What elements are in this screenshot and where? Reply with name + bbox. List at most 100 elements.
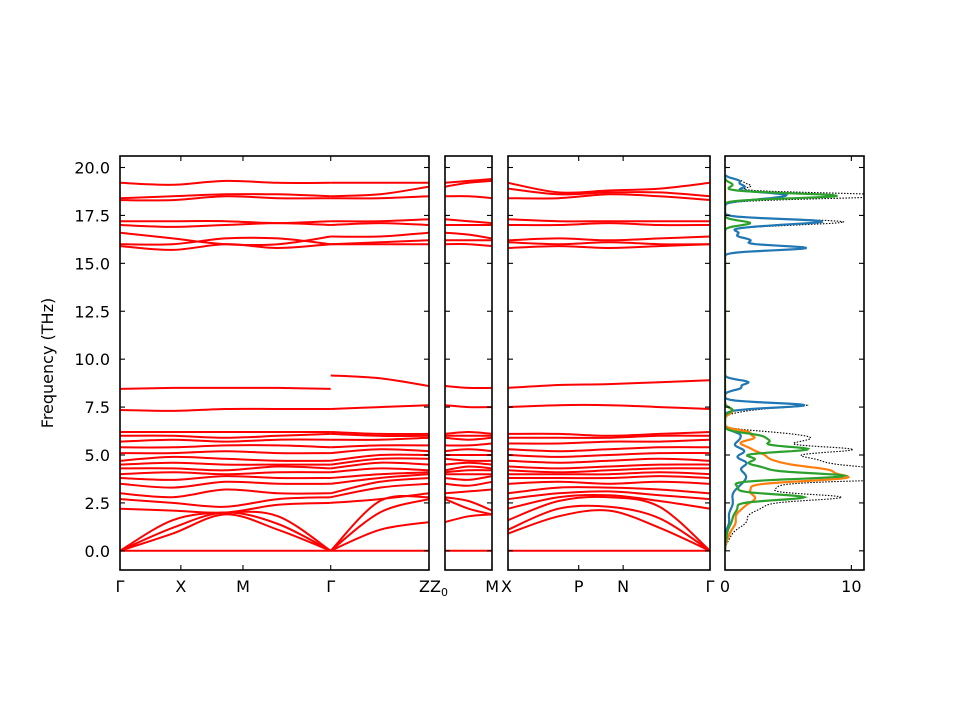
dos-x-tick-label: 10 [841, 577, 861, 596]
phonon-band [508, 243, 710, 249]
x-tick-label: Z0 [430, 577, 448, 599]
y-tick-label: 10.0 [74, 350, 110, 369]
phonon-band [330, 471, 429, 479]
phonon-band [508, 495, 710, 552]
x-tick-label: Γ [706, 577, 715, 596]
phonon-band [120, 461, 331, 466]
phonon-band [120, 195, 331, 202]
phonon-band [445, 218, 492, 225]
phonon-band [445, 469, 492, 474]
phonon-band [445, 442, 492, 447]
phonon-band [508, 446, 710, 453]
band-panel-2: Z0 M [430, 155, 499, 599]
phonon-band [445, 243, 492, 248]
y-tick-label: 0.0 [85, 542, 110, 561]
y-axis-label: Frequency (THz) [38, 298, 57, 428]
phonon-band [330, 432, 429, 437]
phonon-band [508, 379, 710, 389]
y-tick-label: 2.5 [85, 494, 110, 513]
phonon-band [508, 451, 710, 458]
phonon-band [120, 432, 331, 439]
phonon-band [330, 374, 429, 387]
phonon-band [330, 521, 429, 552]
band-panels: Γ X M Γ Z Z0 M X P N Γ [116, 155, 715, 599]
phonon-band [445, 465, 492, 472]
phonon-band [445, 436, 492, 441]
phonon-band [508, 235, 710, 242]
phonon-band [445, 179, 492, 188]
phonon-band [120, 438, 331, 443]
phonon-band [445, 404, 492, 409]
x-tick-label: M [236, 577, 250, 596]
phonon-band [445, 231, 492, 240]
phonon-band [508, 403, 710, 410]
x-tick-label: M [485, 577, 499, 596]
phonon-band [508, 480, 710, 485]
phonon-band [120, 231, 331, 246]
phonon-band [120, 501, 331, 514]
phonon-band [330, 431, 429, 436]
phonon-band [120, 488, 331, 499]
panel-frame [507, 155, 711, 571]
y-tick-label: 5.0 [85, 446, 110, 465]
phonon-band [329, 494, 429, 552]
phonon-band [330, 473, 429, 485]
phonon-band [330, 448, 429, 455]
phonon-band [508, 475, 710, 480]
x-tick-label: X [175, 577, 186, 596]
phonon-band [445, 488, 492, 495]
phonon-band [508, 490, 710, 501]
phonon-band [508, 509, 710, 552]
phonon-band [445, 178, 492, 184]
phonon-band [445, 385, 492, 390]
phonon-band [508, 467, 710, 474]
phonon-band [445, 475, 492, 481]
phonon-band [120, 193, 331, 200]
phonon-band [508, 187, 710, 198]
phonon-band [508, 434, 710, 439]
phonon-band [508, 486, 710, 495]
x-tick-label: X [501, 577, 512, 596]
partial-dos-curve-3 [725, 175, 849, 551]
phonon-band [508, 218, 710, 223]
phonon-band [508, 193, 710, 202]
phonon-band [330, 444, 429, 449]
phonon-band [330, 231, 429, 238]
phonon-band [508, 438, 710, 445]
phonon-band [508, 241, 710, 246]
phonon-band [330, 218, 429, 223]
phonon-band [120, 444, 331, 449]
phonon-band [120, 513, 332, 552]
phonon-band [445, 195, 492, 200]
phonon-band [330, 185, 429, 198]
phonon-band [120, 450, 331, 455]
phonon-band [120, 471, 331, 476]
phonon-band [445, 513, 492, 524]
phonon-band [445, 496, 492, 512]
phonon-band [445, 431, 492, 435]
phonon-band [330, 477, 429, 495]
phonon-band [120, 222, 331, 228]
partial-dos-curve-2 [725, 175, 851, 551]
phonon-band [120, 236, 331, 246]
phonon-band [445, 457, 492, 462]
phonon-band [120, 475, 331, 481]
phonon-band [508, 457, 710, 464]
phonon-band [330, 498, 429, 552]
y-axis-ticks: 0.0 2.5 5.0 7.5 10.0 12.5 15.0 17.5 20.0 [74, 159, 110, 561]
phonon-band [330, 453, 429, 462]
phonon-band [120, 510, 332, 552]
phonon-band [330, 461, 429, 470]
phonon-band [508, 471, 710, 476]
x-tick-label: Γ [116, 577, 125, 596]
phonon-band [330, 457, 429, 466]
phonon-band [445, 480, 492, 487]
phonon-band [120, 179, 331, 186]
phonon-band [120, 220, 331, 225]
panel-frame [119, 155, 430, 571]
phonon-band [508, 431, 710, 437]
total-dos-curve [725, 174, 864, 551]
y-tick-label: 15.0 [74, 254, 110, 273]
